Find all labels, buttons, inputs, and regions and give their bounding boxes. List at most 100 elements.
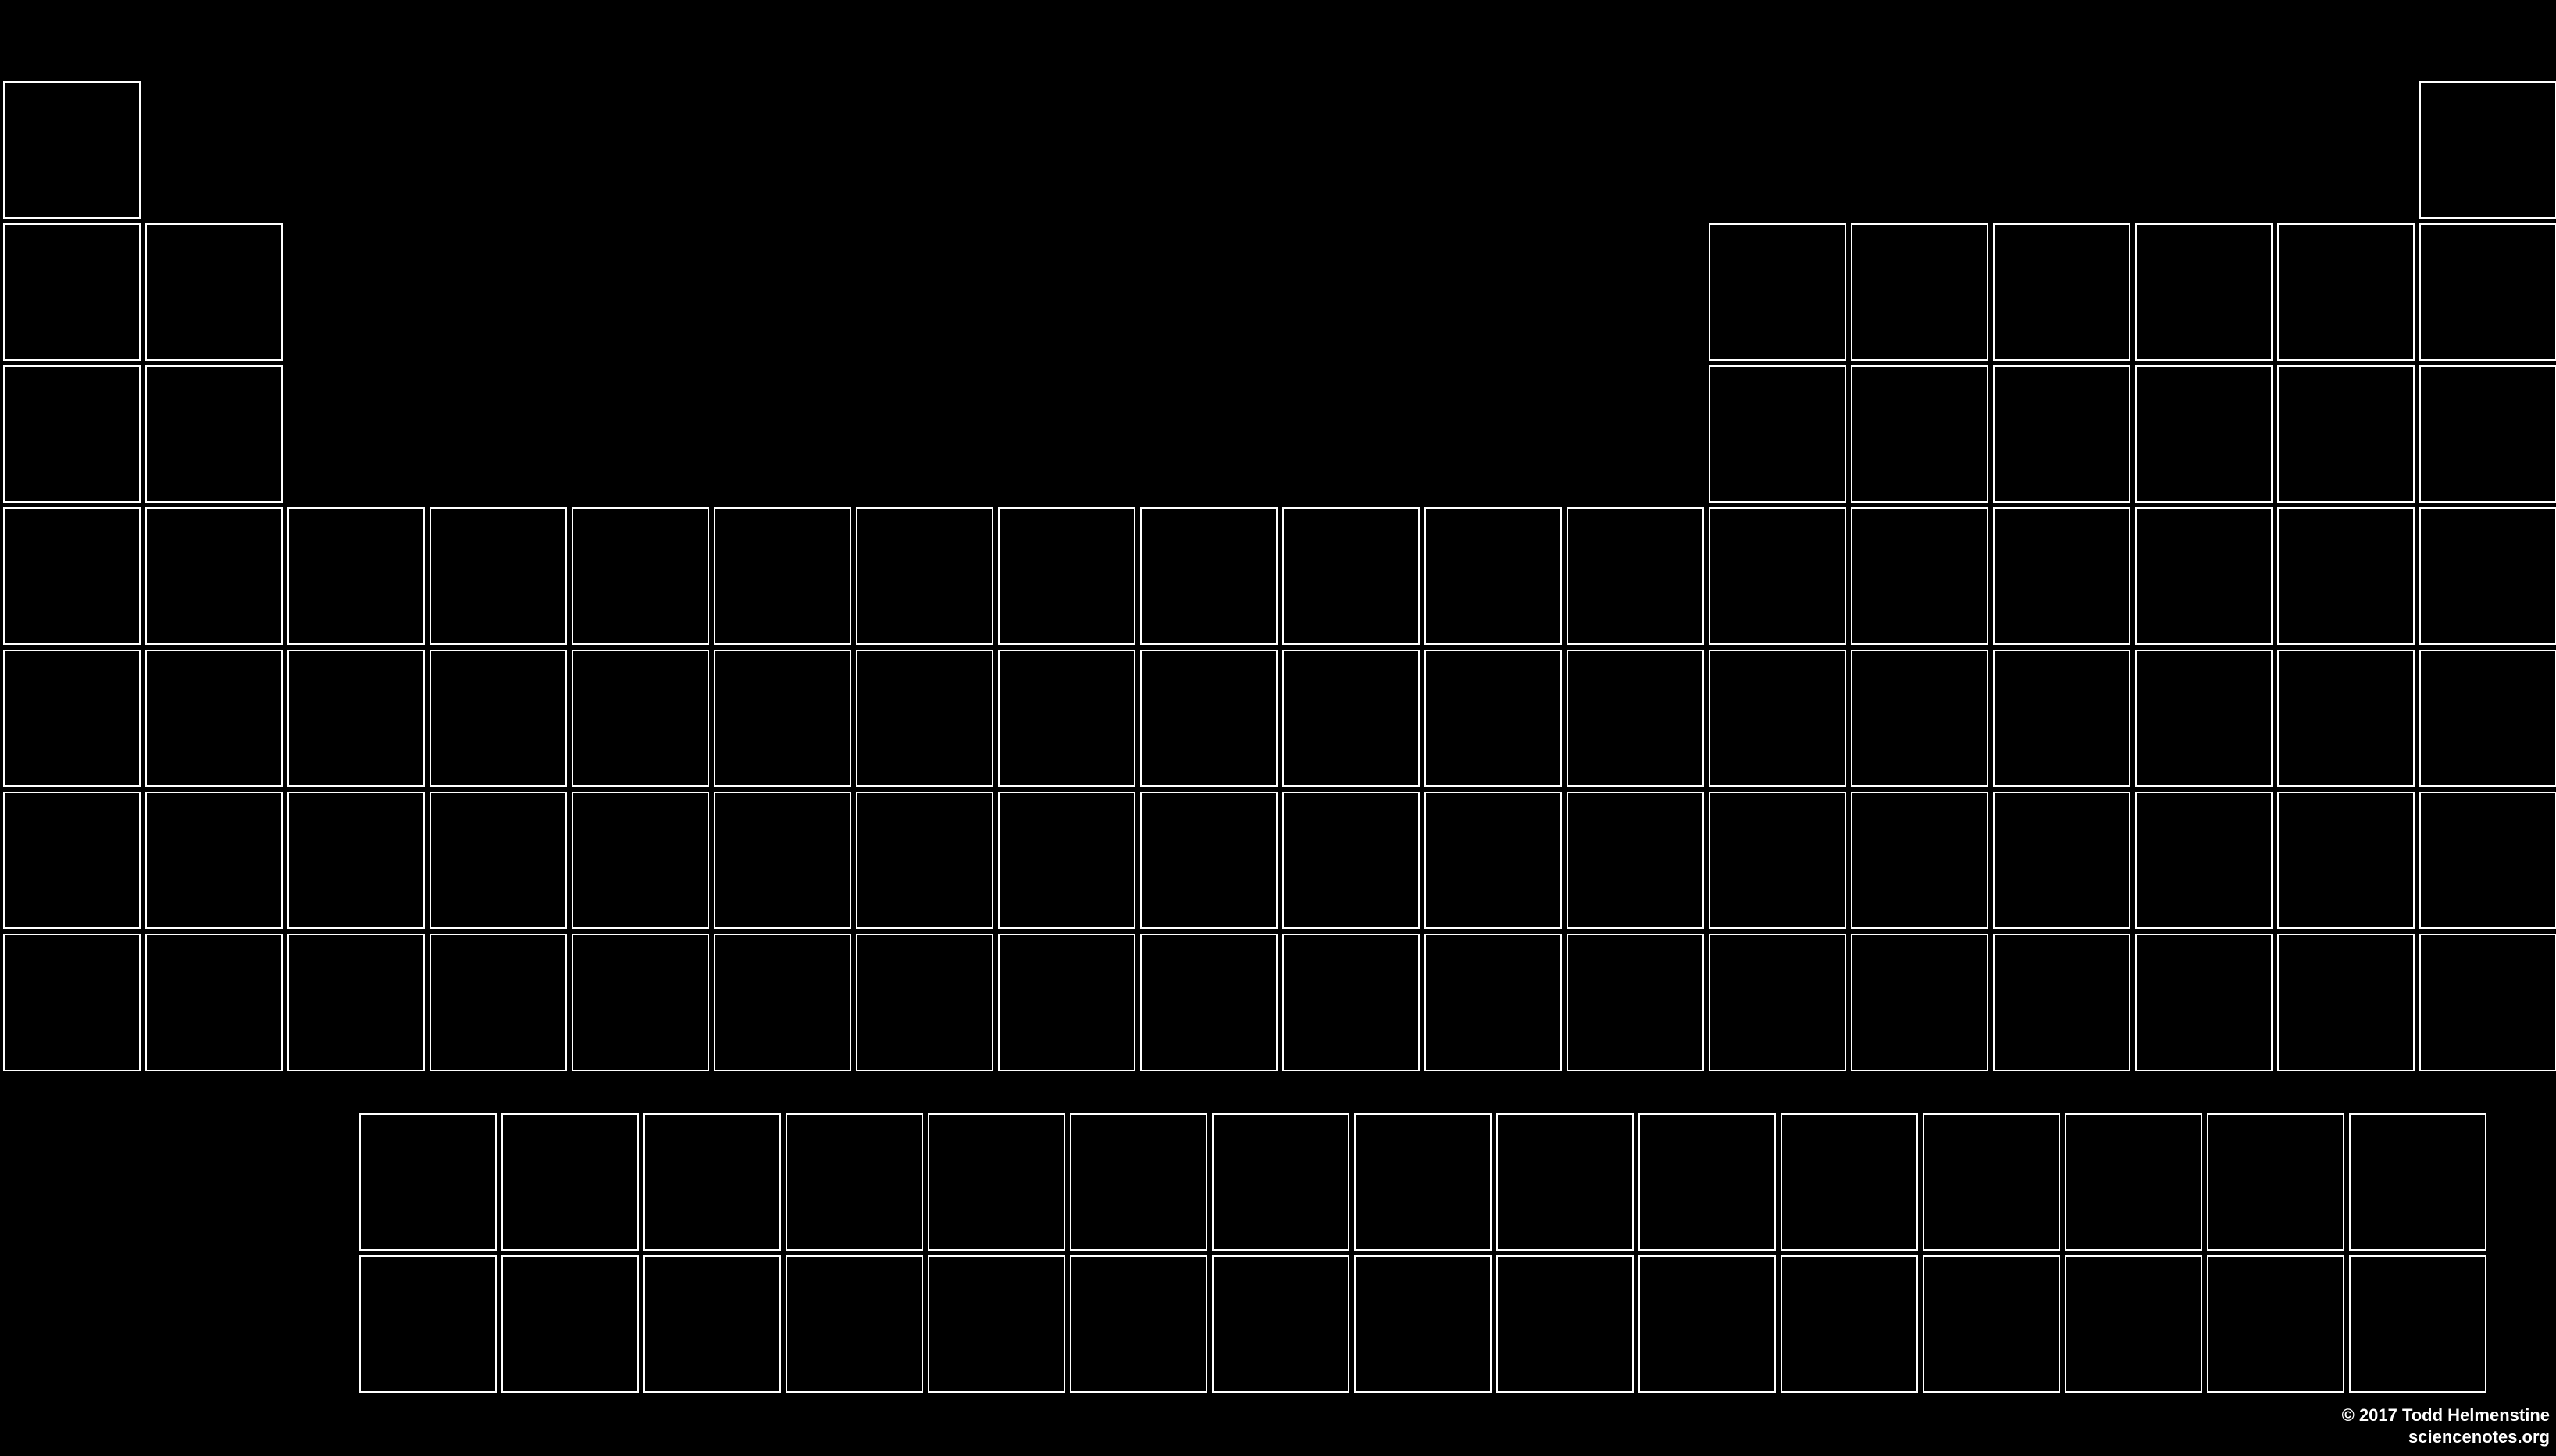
main-cell-r0-c17: [2419, 81, 2556, 219]
f-cell-r0-c13: [2207, 1113, 2344, 1251]
main-cell-r1-c13: [1851, 223, 1988, 361]
periodic-table-canvas: © 2017 Todd Helmenstine sciencenotes.org: [0, 0, 2556, 1456]
main-cell-r5-c16: [2277, 792, 2415, 929]
main-cell-r4-c0: [3, 650, 141, 787]
main-cell-r4-c15: [2135, 650, 2273, 787]
main-cell-r6-c11: [1567, 934, 1704, 1071]
main-cell-r4-c6: [856, 650, 993, 787]
f-cell-r0-c1: [501, 1113, 639, 1251]
main-cell-r5-c4: [572, 792, 709, 929]
f-cell-r1-c0: [359, 1255, 497, 1393]
main-cell-r6-c4: [572, 934, 709, 1071]
main-cell-r6-c13: [1851, 934, 1988, 1071]
main-cell-r1-c0: [3, 223, 141, 361]
main-cell-r6-c12: [1709, 934, 1846, 1071]
main-cell-r1-c14: [1993, 223, 2130, 361]
main-cell-r3-c6: [856, 507, 993, 645]
f-cell-r1-c11: [1923, 1255, 2060, 1393]
f-cell-r0-c12: [2065, 1113, 2202, 1251]
main-cell-r3-c4: [572, 507, 709, 645]
main-cell-r6-c14: [1993, 934, 2130, 1071]
f-cell-r1-c14: [2349, 1255, 2486, 1393]
main-cell-r1-c15: [2135, 223, 2273, 361]
main-cell-r5-c0: [3, 792, 141, 929]
main-cell-r3-c1: [145, 507, 283, 645]
main-cell-r6-c8: [1140, 934, 1278, 1071]
main-cell-r1-c12: [1709, 223, 1846, 361]
main-cell-r4-c16: [2277, 650, 2415, 787]
main-cell-r5-c2: [287, 792, 425, 929]
main-cell-r1-c17: [2419, 223, 2556, 361]
main-cell-r2-c17: [2419, 365, 2556, 503]
main-cell-r6-c9: [1282, 934, 1420, 1071]
f-cell-r1-c1: [501, 1255, 639, 1393]
main-cell-r0-c0: [3, 81, 141, 219]
f-cell-r0-c10: [1781, 1113, 1918, 1251]
f-cell-r1-c4: [928, 1255, 1065, 1393]
main-cell-r1-c16: [2277, 223, 2415, 361]
main-cell-r4-c13: [1851, 650, 1988, 787]
main-cell-r6-c5: [714, 934, 851, 1071]
main-cell-r4-c9: [1282, 650, 1420, 787]
f-cell-r1-c10: [1781, 1255, 1918, 1393]
f-cell-r0-c9: [1638, 1113, 1776, 1251]
main-cell-r4-c14: [1993, 650, 2130, 787]
main-cell-r6-c15: [2135, 934, 2273, 1071]
main-cell-r4-c10: [1424, 650, 1562, 787]
main-cell-r5-c7: [998, 792, 1135, 929]
main-cell-r4-c8: [1140, 650, 1278, 787]
main-cell-r3-c2: [287, 507, 425, 645]
main-cell-r2-c12: [1709, 365, 1846, 503]
main-cell-r3-c12: [1709, 507, 1846, 645]
f-cell-r0-c8: [1496, 1113, 1634, 1251]
f-cell-r1-c9: [1638, 1255, 1776, 1393]
f-cell-r0-c11: [1923, 1113, 2060, 1251]
main-cell-r5-c6: [856, 792, 993, 929]
f-cell-r0-c7: [1354, 1113, 1492, 1251]
main-cell-r3-c13: [1851, 507, 1988, 645]
main-cell-r4-c2: [287, 650, 425, 787]
main-cell-r3-c14: [1993, 507, 2130, 645]
main-cell-r5-c14: [1993, 792, 2130, 929]
main-cell-r5-c12: [1709, 792, 1846, 929]
main-cell-r3-c11: [1567, 507, 1704, 645]
main-cell-r4-c4: [572, 650, 709, 787]
f-cell-r1-c8: [1496, 1255, 1634, 1393]
main-cell-r4-c11: [1567, 650, 1704, 787]
main-cell-r3-c7: [998, 507, 1135, 645]
f-cell-r1-c13: [2207, 1255, 2344, 1393]
f-cell-r0-c4: [928, 1113, 1065, 1251]
f-cell-r1-c12: [2065, 1255, 2202, 1393]
main-cell-r6-c10: [1424, 934, 1562, 1071]
main-cell-r2-c0: [3, 365, 141, 503]
main-cell-r2-c1: [145, 365, 283, 503]
main-cell-r4-c1: [145, 650, 283, 787]
f-cell-r1-c5: [1070, 1255, 1207, 1393]
f-cell-r1-c2: [643, 1255, 781, 1393]
main-cell-r5-c13: [1851, 792, 1988, 929]
main-cell-r5-c10: [1424, 792, 1562, 929]
main-cell-r6-c0: [3, 934, 141, 1071]
main-cell-r3-c3: [430, 507, 567, 645]
main-cell-r5-c5: [714, 792, 851, 929]
main-cell-r2-c16: [2277, 365, 2415, 503]
main-cell-r6-c2: [287, 934, 425, 1071]
f-cell-r1-c7: [1354, 1255, 1492, 1393]
main-cell-r5-c15: [2135, 792, 2273, 929]
main-cell-r3-c9: [1282, 507, 1420, 645]
main-cell-r4-c7: [998, 650, 1135, 787]
main-cell-r6-c6: [856, 934, 993, 1071]
f-cell-r0-c14: [2349, 1113, 2486, 1251]
main-cell-r5-c17: [2419, 792, 2556, 929]
f-cell-r0-c5: [1070, 1113, 1207, 1251]
f-cell-r1-c3: [786, 1255, 923, 1393]
f-cell-r0-c6: [1212, 1113, 1349, 1251]
main-cell-r4-c3: [430, 650, 567, 787]
main-cell-r5-c11: [1567, 792, 1704, 929]
f-cell-r0-c3: [786, 1113, 923, 1251]
f-cell-r1-c6: [1212, 1255, 1349, 1393]
main-cell-r5-c1: [145, 792, 283, 929]
main-cell-r1-c1: [145, 223, 283, 361]
main-cell-r5-c3: [430, 792, 567, 929]
main-cell-r5-c9: [1282, 792, 1420, 929]
